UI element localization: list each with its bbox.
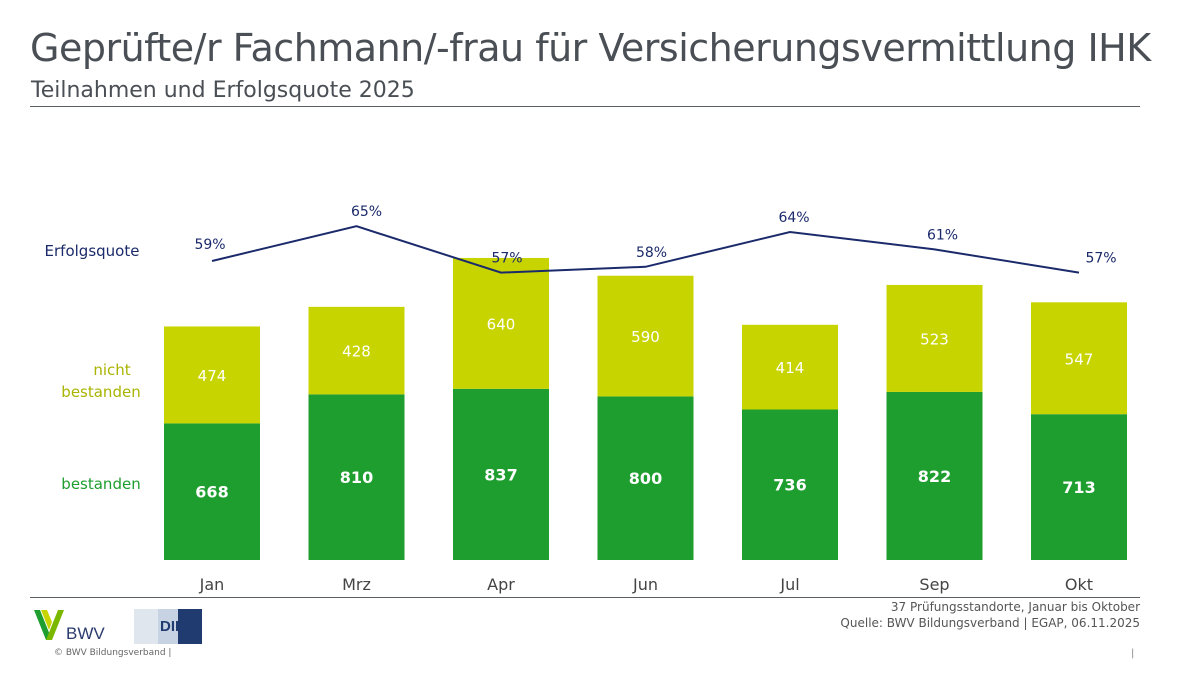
data-label-nicht-bestanden: 523 xyxy=(920,330,949,348)
page-marker: | xyxy=(1131,648,1135,659)
legend-bestanden: bestanden xyxy=(61,475,140,493)
footnote-sites: 37 Prüfungsstandorte, Januar bis Oktober xyxy=(890,600,1140,614)
copyright-text: © BWV Bildungsverband | xyxy=(54,648,172,658)
x-tick-label: Okt xyxy=(1065,575,1093,594)
x-axis-line xyxy=(30,597,1140,598)
bar-bestanden-apr xyxy=(453,388,549,560)
dihk-logo: DIHK xyxy=(134,609,202,644)
x-tick-label: Mrz xyxy=(342,575,371,594)
data-label-bestanden: 713 xyxy=(1062,478,1095,497)
data-label-nicht-bestanden: 428 xyxy=(342,343,371,361)
data-label-bestanden: 822 xyxy=(918,467,951,486)
bwv-logo-icon xyxy=(34,610,64,640)
bar-nicht-bestanden-jan xyxy=(164,326,260,424)
erfolgsquote-value-label: 61% xyxy=(927,227,958,243)
data-label-nicht-bestanden: 547 xyxy=(1065,350,1094,368)
chart-title: Geprüfte/r Fachmann/-frau für Versicheru… xyxy=(30,26,1151,70)
legend-nicht-bestanden-line2: bestanden xyxy=(61,383,140,401)
footnote-source: Quelle: BWV Bildungsverband | EGAP, 06.1… xyxy=(840,616,1140,630)
bar-nicht-bestanden-apr xyxy=(453,257,549,389)
bwv-logo-text: BWV xyxy=(66,624,105,643)
x-tick-label: Jan xyxy=(199,575,225,594)
legend-erfolgsquote: Erfolgsquote xyxy=(45,242,140,260)
bar-bestanden-mrz xyxy=(308,394,405,560)
data-label-nicht-bestanden: 640 xyxy=(487,315,516,333)
bar-nicht-bestanden-sep xyxy=(886,284,983,392)
data-label-nicht-bestanden: 590 xyxy=(631,328,660,346)
x-tick-label: Apr xyxy=(487,575,515,594)
x-tick-label: Sep xyxy=(919,575,949,594)
erfolgsquote-value-label: 64% xyxy=(778,210,809,226)
chart-subtitle: Teilnahmen und Erfolgsquote 2025 xyxy=(31,78,415,103)
bar-nicht-bestanden-jun xyxy=(597,275,694,397)
bar-bestanden-sep xyxy=(886,391,983,560)
bar-bestanden-jan xyxy=(164,423,260,560)
erfolgsquote-value-label: 59% xyxy=(194,237,225,253)
erfolgsquote-line xyxy=(211,225,1080,274)
erfolgsquote-value-label: 58% xyxy=(636,245,667,261)
bar-nicht-bestanden-okt xyxy=(1031,302,1127,415)
bar-bestanden-jul xyxy=(742,409,838,560)
erfolgsquote-value-label: 57% xyxy=(1085,251,1116,267)
data-label-bestanden: 736 xyxy=(773,476,806,495)
legend-nicht-bestanden-line1: nicht xyxy=(93,361,130,379)
x-tick-label: Jul xyxy=(779,575,799,594)
title-divider xyxy=(30,106,1140,107)
data-label-bestanden: 800 xyxy=(629,469,662,488)
data-label-bestanden: 810 xyxy=(340,468,373,487)
bar-nicht-bestanden-mrz xyxy=(308,306,405,395)
x-tick-label: Jun xyxy=(632,575,658,594)
data-label-bestanden: 668 xyxy=(195,483,228,502)
bar-bestanden-jun xyxy=(597,396,694,560)
data-label-nicht-bestanden: 414 xyxy=(776,359,805,377)
erfolgsquote-value-label: 57% xyxy=(491,251,522,267)
dihk-logo-text: DIHK xyxy=(160,618,197,635)
data-label-nicht-bestanden: 474 xyxy=(198,367,227,385)
bar-bestanden-okt xyxy=(1031,414,1127,560)
erfolgsquote-value-label: 65% xyxy=(351,204,382,220)
data-label-bestanden: 837 xyxy=(484,465,517,484)
bar-nicht-bestanden-jul xyxy=(742,324,838,410)
